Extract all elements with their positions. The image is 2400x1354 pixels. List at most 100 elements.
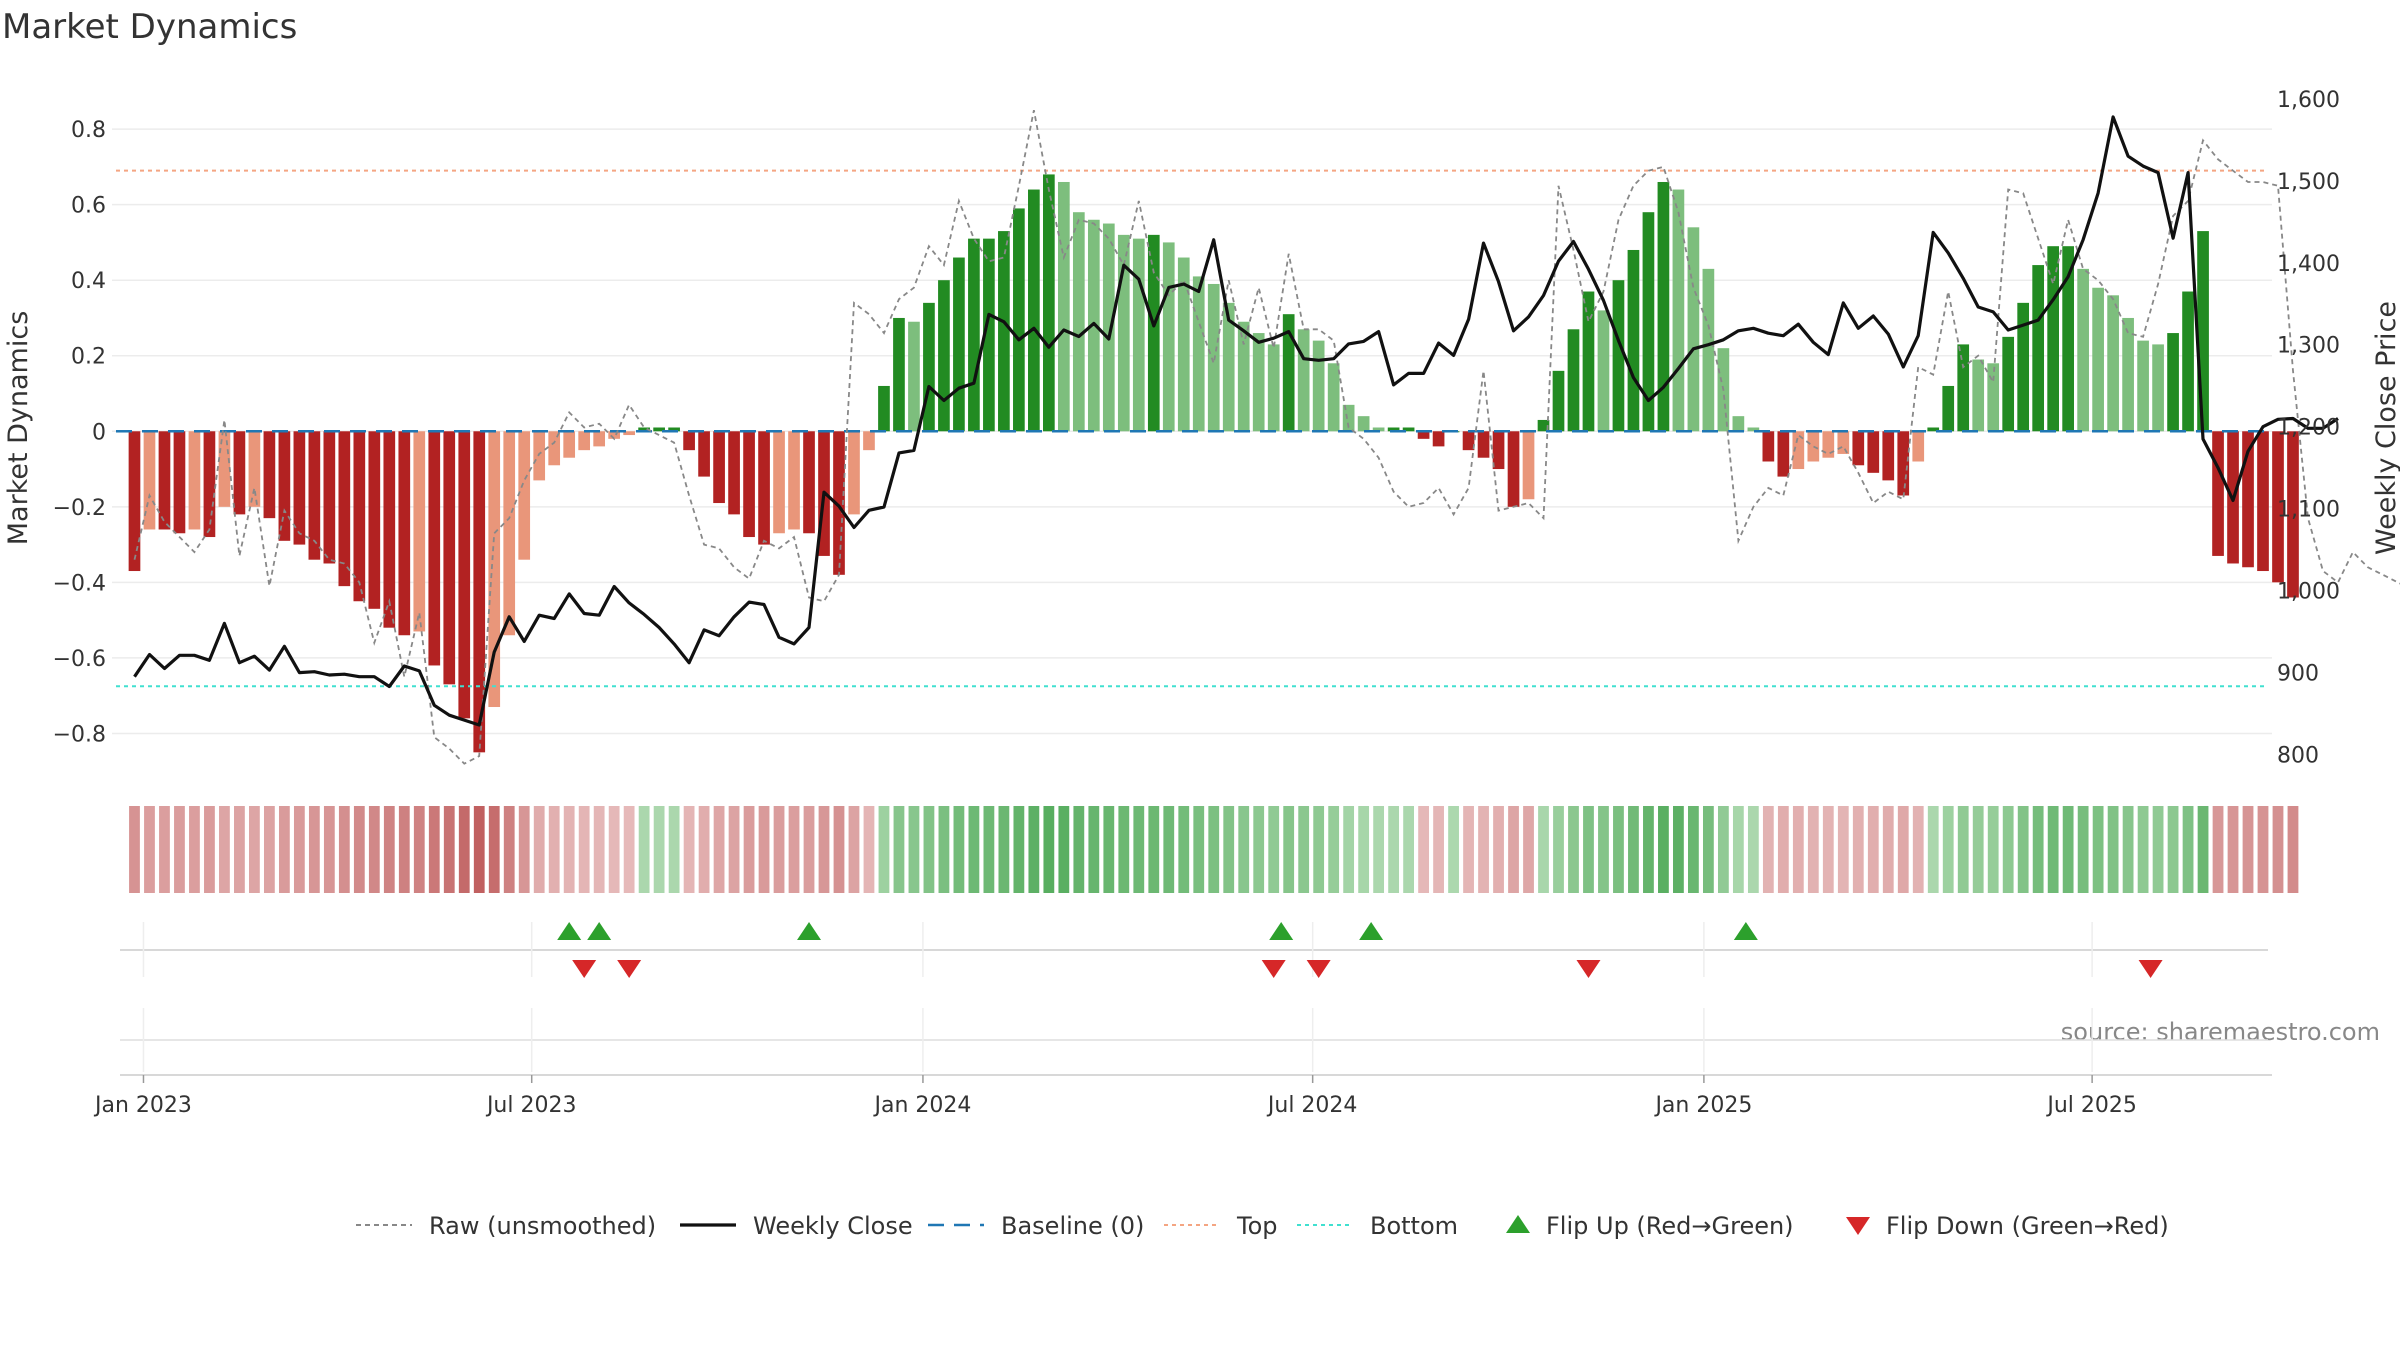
regime-cell — [414, 806, 425, 893]
momentum-bar — [353, 431, 365, 601]
momentum-bar — [1208, 284, 1220, 431]
momentum-bar — [2167, 333, 2179, 431]
momentum-bar — [698, 431, 710, 476]
momentum-bar — [1673, 190, 1685, 432]
regime-cell — [1553, 806, 1564, 893]
regime-cell — [1433, 806, 1444, 893]
flip-up-marker — [587, 922, 611, 940]
y2-tick-label: 800 — [2277, 744, 2319, 769]
regime-cell — [1673, 806, 1684, 893]
regime-cell — [504, 806, 515, 893]
momentum-bar — [1463, 431, 1475, 450]
momentum-bar — [204, 431, 216, 537]
momentum-bar — [219, 431, 231, 507]
regime-cell — [219, 806, 230, 893]
regime-cell — [1703, 806, 1714, 893]
y2-tick-label: 1,600 — [2277, 88, 2340, 113]
regime-cell — [159, 806, 170, 893]
x-tick-label: Jan 2023 — [93, 1093, 192, 1118]
regime-cell — [579, 806, 590, 893]
y2-tick-label: 900 — [2277, 662, 2319, 687]
legend-item-close: Weekly Close — [680, 1212, 913, 1240]
momentum-bar — [1882, 431, 1894, 480]
momentum-bar — [2092, 288, 2104, 432]
regime-cell — [1373, 806, 1384, 893]
regime-cell — [474, 806, 485, 893]
regime-cell — [279, 806, 290, 893]
regime-cell — [1868, 806, 1879, 893]
regime-cell — [1178, 806, 1189, 893]
momentum-bar — [1987, 363, 1999, 431]
regime-cell — [294, 806, 305, 893]
regime-cell — [939, 806, 950, 893]
regime-cell — [1523, 806, 1534, 893]
regime-cell — [2288, 806, 2299, 893]
momentum-bar — [1658, 182, 1670, 431]
momentum-bar — [1837, 431, 1849, 454]
momentum-bar — [743, 431, 755, 537]
momentum-bar — [324, 431, 336, 563]
momentum-bar — [593, 431, 605, 446]
regime-cell — [2183, 806, 2194, 893]
source-note: source: sharemaestro.com — [2061, 1018, 2380, 1046]
legend-item-bottom: Bottom — [1297, 1212, 1458, 1240]
regime-cell — [264, 806, 275, 893]
regime-cell — [729, 806, 740, 893]
momentum-bar — [758, 431, 770, 544]
momentum-bar — [713, 431, 725, 503]
legend-item-baseline: Baseline (0) — [928, 1212, 1144, 1240]
momentum-bar — [968, 239, 980, 432]
legend-label: Baseline (0) — [1001, 1212, 1144, 1240]
regime-cell — [1748, 806, 1759, 893]
flip-up-marker — [1734, 922, 1758, 940]
y2-tick-label: 1,300 — [2277, 334, 2340, 359]
regime-cell — [714, 806, 725, 893]
momentum-bar — [533, 431, 545, 480]
regime-cell — [1913, 806, 1924, 893]
regime-cell — [1283, 806, 1294, 893]
regime-cell — [1778, 806, 1789, 893]
regime-cell — [249, 806, 260, 893]
regime-cell — [654, 806, 665, 893]
regime-cell — [1538, 806, 1549, 893]
regime-cell — [1733, 806, 1744, 893]
regime-cell — [2198, 806, 2209, 893]
regime-cell — [1013, 806, 1024, 893]
momentum-bar — [1733, 416, 1745, 431]
momentum-bar — [1148, 235, 1160, 431]
momentum-bar — [1238, 322, 1250, 432]
momentum-bar — [1957, 344, 1969, 431]
momentum-bar — [458, 431, 470, 718]
chart-title: Market Dynamics — [2, 7, 297, 47]
momentum-bar — [2002, 337, 2014, 431]
momentum-bar — [908, 322, 920, 432]
regime-cell — [1253, 806, 1264, 893]
regime-cell — [2153, 806, 2164, 893]
regime-cell — [354, 806, 365, 893]
regime-cell — [1493, 806, 1504, 893]
momentum-bar — [1433, 431, 1445, 446]
legend-label: Flip Up (Red→Green) — [1546, 1212, 1794, 1240]
momentum-bar — [2077, 269, 2089, 431]
momentum-bar — [1298, 329, 1310, 431]
momentum-bar — [234, 431, 246, 514]
flip-up-marker — [797, 922, 821, 940]
regime-cell — [174, 806, 185, 893]
momentum-bar — [1942, 386, 1954, 431]
y-tick-label: −0.2 — [53, 496, 106, 521]
y-tick-label: 0.8 — [71, 118, 106, 143]
flip-up-marker — [557, 922, 581, 940]
momentum-bar — [1852, 431, 1864, 465]
momentum-bar — [1133, 239, 1145, 432]
regime-cell — [1208, 806, 1219, 893]
regime-cell — [1463, 806, 1474, 893]
regime-cell — [1853, 806, 1864, 893]
regime-strip — [129, 806, 2298, 893]
regime-cell — [1058, 806, 1069, 893]
momentum-bar — [1328, 363, 1340, 431]
momentum-bar — [1253, 333, 1265, 431]
regime-cell — [1688, 806, 1699, 893]
regime-cell — [624, 806, 635, 893]
momentum-bar — [2152, 344, 2164, 431]
